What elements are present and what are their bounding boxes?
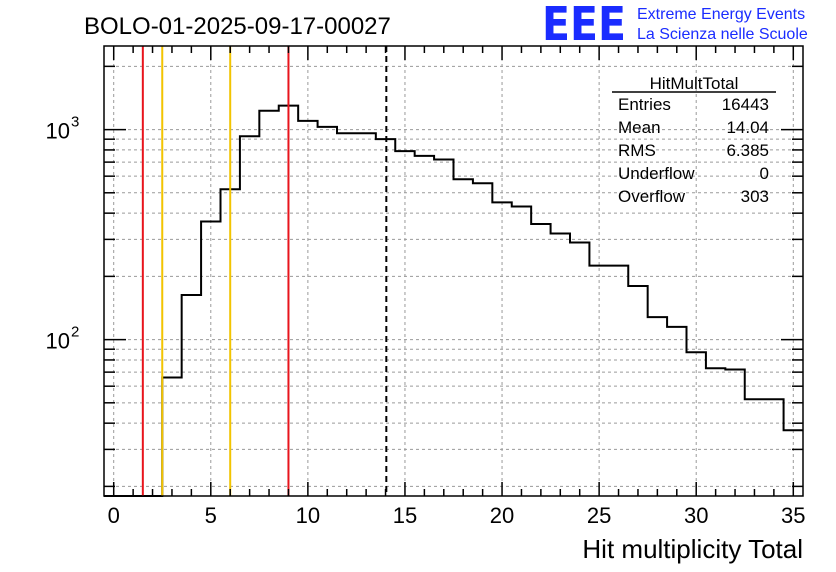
x-tick-label: 35 [781,503,805,528]
stats-title: HitMultTotal [650,74,739,93]
histogram-bin [628,286,647,496]
y-tick-label: 10 [46,329,70,354]
logo-eee-text: EEE [542,0,626,51]
histogram-outline [104,104,803,497]
histogram-bin [648,317,667,496]
stats-label-underflow: Underflow [618,164,695,183]
histogram-bin [551,234,570,496]
histogram-bin [764,399,783,496]
histogram-bin [318,127,337,496]
histogram-bin [570,242,589,496]
x-tick-label: 10 [296,503,320,528]
x-tick-label: 30 [684,503,708,528]
histogram-bin [298,121,317,496]
histogram-bin [337,133,356,496]
histogram-bin [434,160,453,496]
histogram-bin [182,295,201,496]
histogram-bin [415,156,434,496]
x-tick-label: 25 [587,503,611,528]
stats-value-rms: 6.385 [726,141,769,160]
histogram-bin [745,399,764,496]
run-title: BOLO-01-2025-09-17-00027 [84,13,391,40]
x-tick-label: 0 [108,503,120,528]
plot-frame [103,45,804,497]
stats-value-overflow: 303 [741,187,769,206]
histogram-bin [240,136,259,496]
histogram-bin [356,133,375,496]
y-tick-exponent: 2 [71,324,79,341]
x-tick-labels: 0 5 10 15 20 25 30 35 [108,503,806,528]
histogram-bin [609,266,628,496]
y-tick-label: 10 [46,119,70,144]
logo-line2: La Scienza nelle Scuole [637,26,808,43]
histogram-bin [667,327,686,496]
stats-box: HitMultTotal Entries 16443 Mean 14.04 RMS 6.3… [612,74,776,206]
histogram-bin [725,370,744,496]
stats-rows: Entries 16443 Mean 14.04 RMS 6.385 Underflow 0 O… [618,95,769,206]
x-tick-label: 20 [490,503,514,528]
histogram-bins [162,106,803,496]
threshold-lines [141,46,388,496]
histogram-bin [454,179,473,496]
stats-label-overflow: Overflow [618,187,686,206]
x-axis-label: Hit multiplicity Total [582,534,803,564]
stats-label-mean: Mean [618,118,661,137]
histogram-bin [512,207,531,496]
y-tick-exponent: 3 [71,114,79,131]
stats-value-entries: 16443 [722,95,769,114]
histogram-bin [706,368,725,496]
logo-line1: Extreme Energy Events [637,6,805,23]
stats-label-rms: RMS [618,141,656,160]
x-tick-label: 5 [205,503,217,528]
axes [103,45,804,497]
eee-logo: EEE Extreme Energy Events La Scienza nel… [542,0,808,51]
grid [104,46,803,496]
histogram-bin [162,377,181,496]
histogram-bin [531,224,550,496]
x-tick-label: 15 [393,503,417,528]
stats-value-underflow: 0 [760,164,769,183]
histogram-bin [259,111,278,496]
stats-value-mean: 14.04 [726,118,769,137]
stats-label-entries: Entries [618,95,671,114]
